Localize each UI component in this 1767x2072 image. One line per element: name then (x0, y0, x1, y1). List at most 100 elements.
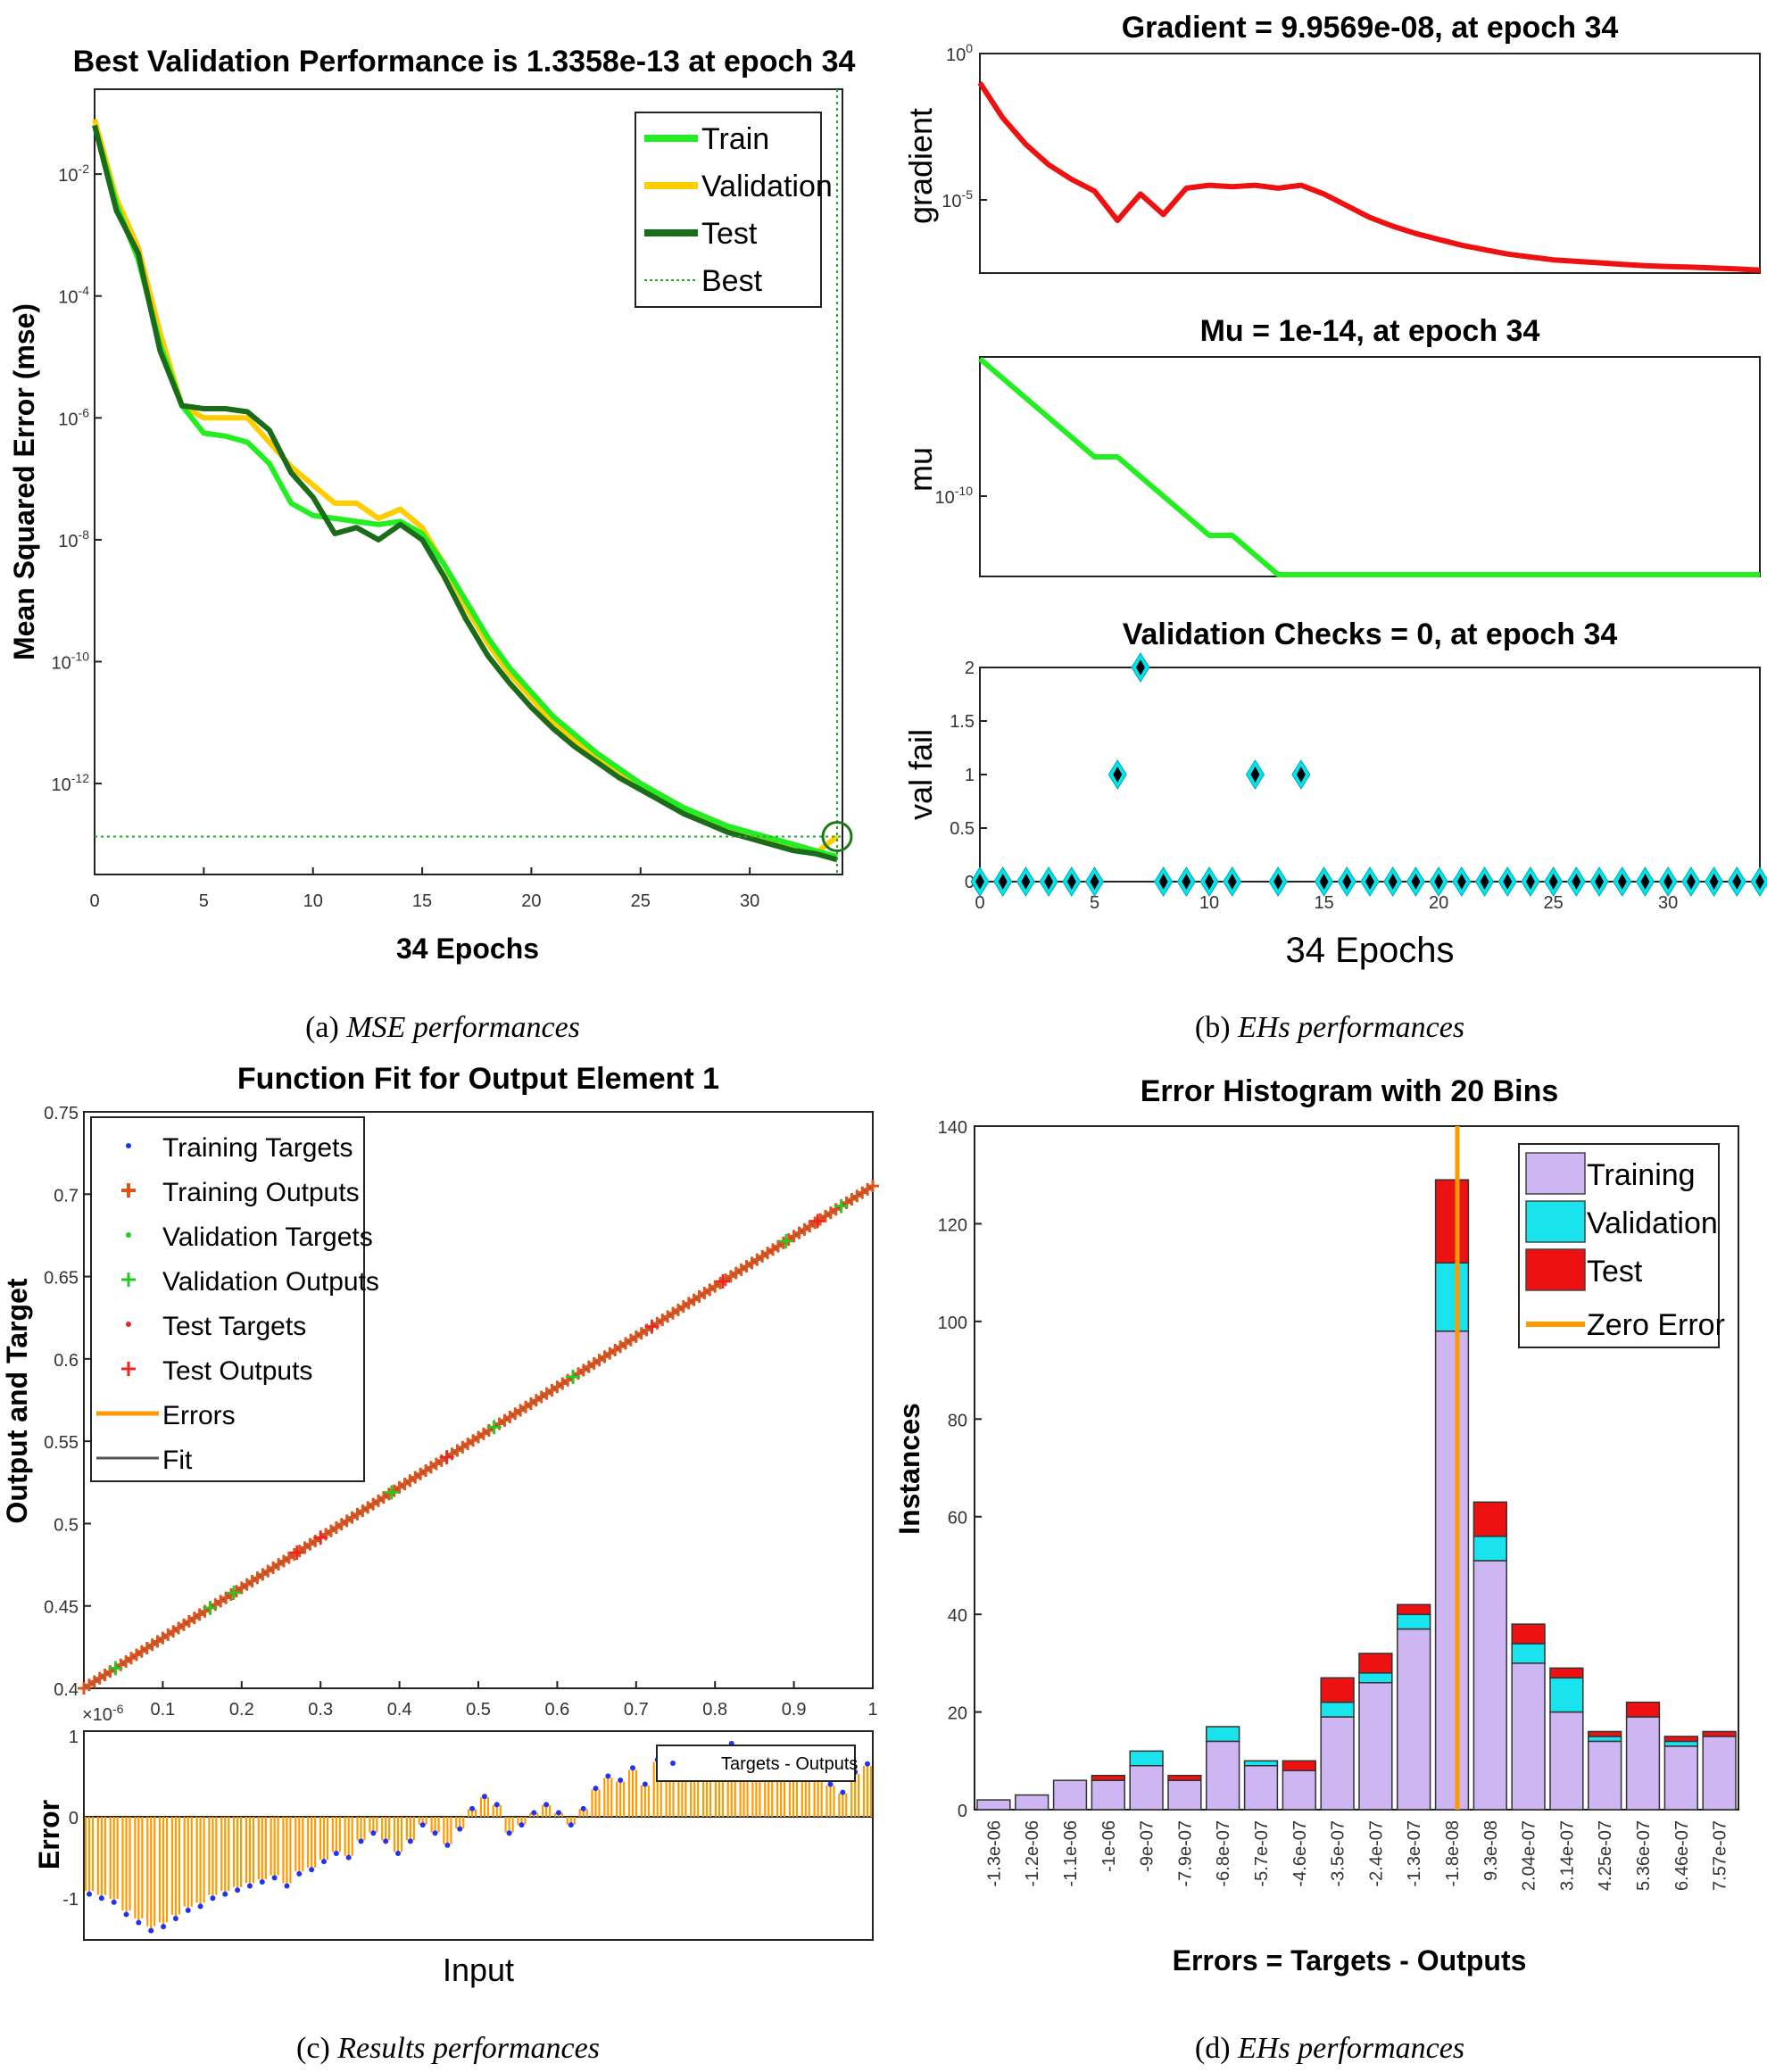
error-ylabel: Error (33, 1800, 65, 1869)
hist-ytick-label: 60 (948, 1509, 967, 1529)
valfail-point-core (1640, 874, 1650, 890)
legend-hist-training-swatch (1525, 1152, 1586, 1195)
hist-bar-test (1282, 1760, 1316, 1771)
valfail-point-core (1135, 659, 1145, 675)
valfail-point-core (1686, 874, 1696, 890)
valfail-point (1589, 866, 1609, 897)
gradient-series (977, 81, 1761, 273)
valfail-point-core (1044, 874, 1054, 890)
hist-bar-training (1052, 1779, 1088, 1811)
hist-bar-validation (1320, 1701, 1355, 1718)
legend-test-targets: Test Targets (162, 1312, 306, 1341)
valfail-xtick-label: 5 (1090, 893, 1099, 913)
error-point (284, 1883, 290, 1889)
valfail-xtick-label: 15 (1314, 893, 1333, 913)
error-point (370, 1830, 377, 1836)
hist-xtick-label: -1.2e-06 (1023, 1820, 1042, 1887)
hist-bar-validation (1358, 1672, 1393, 1684)
valfail-point-core (1182, 874, 1191, 890)
fit-ylabel: Output and Target (1, 1278, 33, 1523)
hist-bar-training (1472, 1560, 1507, 1811)
hist-bar-validation (1549, 1677, 1584, 1713)
fit-ytick-label: 0.5 (54, 1515, 79, 1535)
hist-xtick-label: -1.3e-06 (984, 1820, 1004, 1887)
valfail-point (1131, 652, 1150, 683)
fit-ytick-label: 0.55 (44, 1433, 79, 1453)
caption-c-text: Results performances (336, 2032, 600, 2065)
legend-validation-outputs-marker (121, 1272, 136, 1287)
hist-bar-test (1358, 1653, 1393, 1674)
error-point (148, 1927, 154, 1934)
error-point (259, 1878, 265, 1885)
valfail-point (1360, 866, 1380, 897)
hist-xtick-label: 2.04e-07 (1520, 1820, 1539, 1891)
mse-xtick-label: 15 (412, 891, 432, 911)
valfail-point-core (1732, 874, 1742, 890)
hist-xtick-label: 4.25e-07 (1596, 1820, 1615, 1891)
caption-c-label: (c) (296, 2032, 330, 2065)
fit-legend: Training Targets Training Outputs Valida… (90, 1116, 379, 1482)
mse-xtick-label: 5 (199, 891, 209, 911)
error-point (618, 1777, 624, 1783)
error-exponent-label: ×10-6 (82, 1702, 124, 1725)
hist-bar-test (1663, 1736, 1698, 1743)
legend-hist-test: Test (1587, 1255, 1643, 1289)
caption-a: (a) MSE performances (305, 1011, 580, 1044)
error-point (419, 1822, 426, 1828)
valfail-point (993, 866, 1013, 897)
fit-xtick-label: 0.9 (782, 1700, 807, 1720)
legend-training-targets-marker (126, 1143, 131, 1148)
gradient-ylabel: gradient (902, 108, 939, 224)
gradient-axes (979, 53, 1761, 274)
fit-ytick-label: 0.75 (44, 1104, 79, 1123)
mse-ytick-label: 10-4 (58, 284, 89, 308)
error-ytick-label: 1 (69, 1728, 79, 1747)
hist-bar-validation (1663, 1740, 1698, 1747)
valfail-point (1383, 866, 1403, 897)
hist-bar-training (1625, 1716, 1661, 1811)
valfail-point-core (1480, 874, 1489, 890)
legend-test-outputs-marker (121, 1362, 136, 1376)
hist-bar-training (1320, 1716, 1355, 1811)
hist-bar-test (1588, 1730, 1622, 1737)
error-point (383, 1838, 389, 1844)
hist-ytick-label: 40 (948, 1606, 967, 1626)
valfail-point (1223, 866, 1242, 897)
valfail-point (1199, 866, 1219, 897)
hist-bar-test (1549, 1667, 1584, 1679)
fit-validation-output (778, 1233, 793, 1248)
legend-test-targets-marker (126, 1322, 131, 1327)
error-point (309, 1867, 315, 1873)
error-point (494, 1802, 500, 1808)
panel-mse: Best Validation Performance is 1.3358e-1… (8, 45, 856, 965)
hist-xtick-label: -3.5e-07 (1329, 1820, 1348, 1887)
mse-xtick-label: 30 (740, 891, 759, 911)
error-point (111, 1899, 117, 1905)
error-point (518, 1822, 525, 1828)
gradient-ytick-label: 10-5 (942, 187, 973, 211)
error-point (185, 1907, 191, 1913)
mse-xtick-label: 10 (303, 891, 323, 911)
valfail-point (1566, 866, 1586, 897)
error-point (407, 1838, 413, 1844)
fit-xtick-label: 0.8 (702, 1700, 727, 1720)
valfail-point-core (1090, 874, 1099, 890)
mse-xtick-label: 20 (521, 891, 541, 911)
panel-fit: Function Fit for Output Element 1 0.4 0.4… (1, 1062, 879, 1988)
fit-test-output (716, 1274, 731, 1289)
hist-bar-test (1434, 1179, 1470, 1264)
fit-xtick-label: 0.2 (229, 1700, 254, 1720)
error-point (865, 1761, 870, 1767)
fit-training-output (867, 1180, 879, 1193)
hist-bar-training (1702, 1736, 1737, 1811)
valfail-point-core (1388, 874, 1398, 890)
hist-bar-validation (1206, 1726, 1240, 1743)
hist-ylabel: Instances (893, 1403, 925, 1535)
error-point (98, 1895, 104, 1902)
fit-test-output (644, 1319, 660, 1334)
valfail-point (1084, 866, 1105, 897)
hist-title: Error Histogram with 20 Bins (1141, 1074, 1559, 1108)
fit-xtick-label: 0.5 (466, 1700, 491, 1720)
fit-validation-output (486, 1420, 502, 1435)
valfail-point-core (1250, 767, 1260, 783)
